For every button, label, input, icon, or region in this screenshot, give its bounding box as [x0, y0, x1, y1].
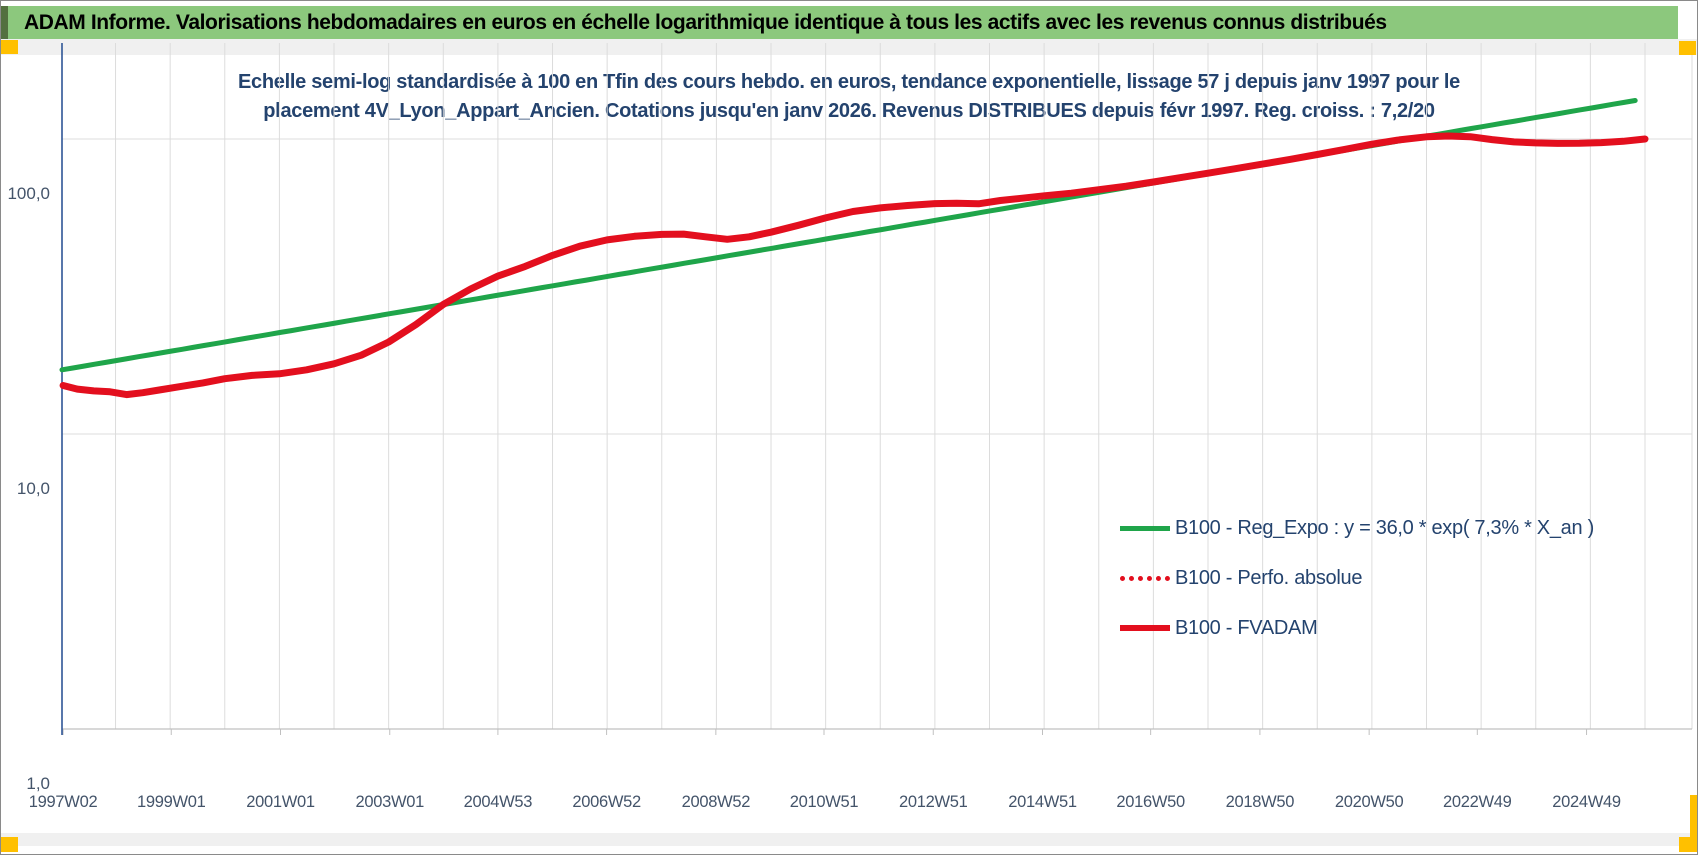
x-axis-tick-label: 2022W49 [1443, 793, 1512, 811]
x-axis-tick-label: 2016W50 [1116, 793, 1185, 811]
x-axis-tick-label: 2012W51 [898, 793, 968, 811]
legend-item-reg-expo[interactable]: B100 - Reg_Expo : y = 36,0 * exp( 7,3% *… [1120, 516, 1594, 540]
y-axis-tick-label: 1,0 [26, 774, 50, 793]
red-line-swatch-icon [1120, 625, 1170, 631]
x-axis-tick-label: 2018W50 [1225, 793, 1295, 811]
banner-left-accent [1, 6, 8, 39]
x-axis-tick-label: 2001W01 [246, 793, 315, 811]
x-axis-tick-label: 2004W53 [463, 793, 533, 811]
x-axis-tick-label: 2014W51 [1008, 793, 1077, 811]
legend-label: B100 - Reg_Expo : y = 36,0 * exp( 7,3% *… [1175, 516, 1594, 539]
selection-handle-top-left[interactable] [1, 40, 18, 54]
plot-area [59, 43, 1693, 735]
banner-text: ADAM Informe. Valorisations hebdomadaire… [24, 10, 1387, 34]
sheet-strip-top [0, 39, 1698, 55]
legend: B100 - Reg_Expo : y = 36,0 * exp( 7,3% *… [1120, 516, 1594, 666]
x-axis-tick-label: 1999W01 [136, 793, 206, 811]
top-banner: ADAM Informe. Valorisations hebdomadaire… [8, 6, 1678, 39]
x-axis-tick-label: 1997W02 [28, 793, 98, 811]
x-axis-tick-label: 2010W51 [789, 793, 859, 811]
chart-title-line2: placement 4V_Lyon_Appart_Ancien. Cotatio… [263, 100, 1435, 122]
legend-label: B100 - FVADAM [1175, 616, 1318, 639]
legend-label: B100 - Perfo. absolue [1175, 566, 1363, 589]
x-axis-tick-label: 2006W52 [572, 793, 641, 811]
green-line-swatch-icon [1120, 525, 1170, 531]
selection-handle-bottom-left[interactable] [1, 837, 18, 852]
legend-item-perfo-absolue[interactable]: B100 - Perfo. absolue [1120, 566, 1594, 590]
red-dotted-line-swatch-icon [1120, 575, 1170, 581]
sheet-strip-bottom [0, 833, 1698, 846]
x-axis-tick-label: 2024W49 [1552, 793, 1621, 811]
y-axis-tick-label: 10,0 [16, 479, 50, 498]
chart-object[interactable]: Echelle semi-log standardisée à 100 en T… [0, 55, 1698, 833]
legend-item-fvadam[interactable]: B100 - FVADAM [1120, 616, 1594, 640]
x-axis-tick-label: 2020W50 [1334, 793, 1404, 811]
series-fvadam[interactable] [59, 132, 1649, 399]
y-axis-tick-label: 100,0 [7, 184, 50, 203]
chart-title-line1: Echelle semi-log standardisée à 100 en T… [238, 71, 1460, 93]
series-perfo_absolue[interactable] [61, 134, 1647, 397]
x-axis-tick-label: 2008W52 [681, 793, 751, 811]
x-axis-tick-label: 2003W01 [355, 793, 424, 811]
chart-title: Echelle semi-log standardisée à 100 en T… [0, 68, 1698, 126]
selection-handle-right-edge[interactable] [1690, 795, 1697, 852]
selection-handle-top-right[interactable] [1679, 41, 1696, 55]
